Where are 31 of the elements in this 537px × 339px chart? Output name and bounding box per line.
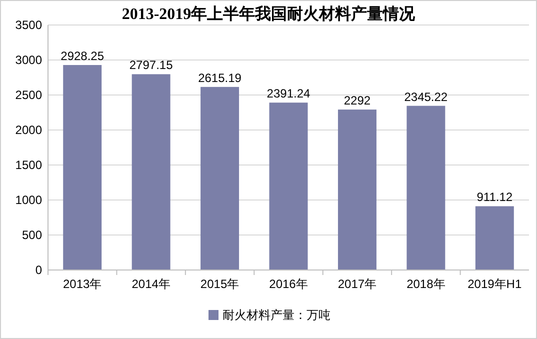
y-tick-label: 500 xyxy=(22,228,42,242)
chart-title: 2013-2019年上半年我国耐火材料产量情况 xyxy=(122,5,416,23)
x-tick-label: 2019年H1 xyxy=(468,277,522,291)
y-tick-label: 0 xyxy=(35,263,42,278)
data-label: 2615.19 xyxy=(198,70,242,85)
y-tick-label: 2000 xyxy=(15,123,42,138)
x-tick-label: 2018年 xyxy=(406,277,446,291)
bar xyxy=(132,74,170,270)
x-tick-label: 2017年 xyxy=(338,277,377,291)
bar xyxy=(200,86,240,270)
y-tick-label: 3000 xyxy=(15,53,42,68)
bar xyxy=(338,110,376,270)
bar xyxy=(406,106,446,270)
x-tick-label: 2016年 xyxy=(269,277,308,291)
data-label: 2292 xyxy=(344,94,371,108)
x-tick-label: 2013年 xyxy=(63,277,102,291)
x-tick-label: 2015年 xyxy=(200,277,240,291)
data-label: 2928.25 xyxy=(60,49,104,64)
bar xyxy=(269,102,308,270)
data-label: 911.12 xyxy=(476,190,513,204)
y-tick-label: 1000 xyxy=(15,193,42,208)
legend-label: 耐火材料产量：万吨 xyxy=(222,308,330,322)
bar xyxy=(63,65,102,270)
bar xyxy=(475,206,514,270)
y-tick-label: 1500 xyxy=(15,158,42,172)
y-tick-label: 3500 xyxy=(15,18,42,32)
data-label: 2345.22 xyxy=(404,90,448,104)
data-label: 2797.15 xyxy=(129,58,174,72)
y-tick-label: 2500 xyxy=(15,88,42,102)
x-tick-label: 2014年 xyxy=(132,277,170,291)
data-label: 2391.24 xyxy=(266,86,311,101)
